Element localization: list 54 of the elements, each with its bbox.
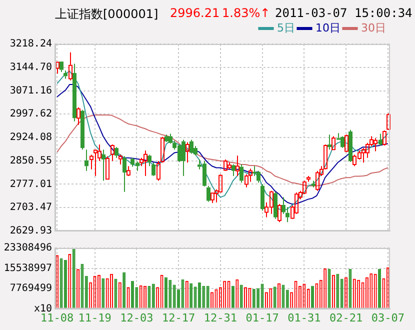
- candlestick: [144, 150, 148, 176]
- legend-label: 10日: [316, 21, 341, 34]
- y-tick-label: 15538997: [4, 262, 52, 274]
- candlestick: [186, 142, 190, 164]
- x-tick-label: 03-07: [371, 311, 404, 324]
- candlestick: [76, 106, 80, 126]
- x-tick-label: 11-19: [78, 311, 112, 324]
- candlestick: [72, 63, 76, 122]
- legend-label: 5日: [277, 21, 296, 34]
- candlestick: [122, 156, 126, 192]
- text: 1.83%↑: [222, 6, 270, 20]
- y-tick-label: 7769499: [10, 283, 52, 294]
- candlestick: [102, 149, 106, 182]
- candlestick: [64, 70, 68, 80]
- candlestick: [236, 155, 240, 176]
- candlestick: [240, 164, 244, 184]
- candlestick: [362, 148, 366, 164]
- candlestick: [56, 62, 60, 74]
- candlestick: [274, 191, 278, 220]
- text: 2996.21: [170, 6, 220, 20]
- candlestick: [84, 149, 88, 172]
- candlestick: [340, 136, 344, 149]
- x-tick-label: 02-21: [329, 311, 363, 324]
- candlestick: [232, 164, 236, 176]
- x-tick-label: 01-31: [288, 311, 321, 324]
- x-tick-label: 12-17: [162, 311, 196, 324]
- candlestick: [118, 154, 122, 166]
- legend-label: 30日: [361, 21, 386, 34]
- candlestick: [164, 134, 168, 142]
- text: 2011-03-07 15:00:34: [275, 6, 412, 20]
- candlestick: [260, 184, 264, 212]
- candlestick: [182, 139, 186, 176]
- chart-title: 上证指数[000001]: [55, 6, 158, 23]
- candlestick: [114, 146, 118, 158]
- y-tick-label: 3144.70: [10, 62, 52, 73]
- y-tick-label: 2850.55: [10, 155, 52, 166]
- y-tick-label: 23308496: [4, 242, 52, 254]
- y-tick-label: 2629.93: [10, 226, 52, 237]
- candlestick: [374, 138, 378, 152]
- y-tick-label: 3071.16: [10, 85, 52, 96]
- y-tick-label: 2703.47: [10, 202, 52, 214]
- x-tick-label: 12-31: [204, 311, 237, 324]
- y-tick-label: 2777.01: [10, 178, 52, 190]
- y-tick-label: 2997.62: [10, 108, 52, 120]
- candlestick: [378, 133, 382, 146]
- candlestick: [348, 129, 352, 162]
- candlestick: [328, 134, 332, 150]
- y-tick-label: 3218.24: [10, 38, 52, 50]
- candlestick: [256, 170, 260, 184]
- x-tick-label: 01-17: [246, 311, 279, 324]
- candlestick: [80, 109, 84, 150]
- y-tick-label: 2924.08: [10, 132, 52, 144]
- candlestick: [68, 52, 72, 81]
- x-tick-label: 12-03: [120, 311, 154, 324]
